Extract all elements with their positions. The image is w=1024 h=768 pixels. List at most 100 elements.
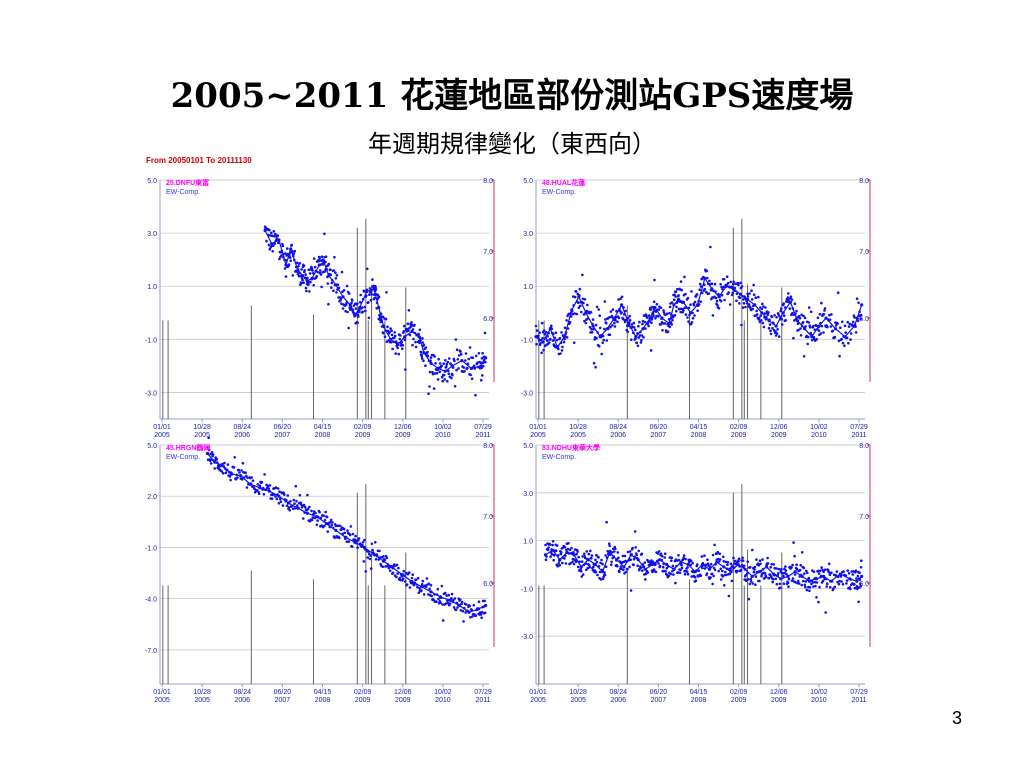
data-point	[292, 252, 296, 255]
data-point	[709, 576, 712, 579]
data-point	[281, 242, 284, 246]
data-point	[802, 314, 805, 318]
data-point	[273, 235, 276, 238]
data-point	[580, 560, 584, 563]
date-range-label: From 20050101 To 20111130	[146, 156, 252, 165]
data-point	[436, 366, 440, 371]
data-point	[747, 597, 751, 601]
data-point	[277, 494, 281, 498]
x-tick-label-year: 2011	[475, 432, 490, 439]
data-point	[317, 263, 321, 267]
x-tick-label-year: 2005	[154, 432, 170, 439]
data-point	[724, 284, 728, 288]
data-point	[369, 298, 373, 302]
data-point	[758, 559, 762, 562]
data-point	[278, 490, 281, 493]
data-point	[620, 295, 624, 299]
data-point	[632, 563, 635, 567]
x-tick-label-date: 01/01	[529, 424, 547, 431]
data-point	[732, 282, 735, 286]
chart-svg-ndhu: 5.03.01.0-1.0-3.08.07.06.001/01200510/28…	[521, 443, 871, 704]
data-point	[591, 568, 595, 572]
data-point	[416, 576, 420, 580]
data-point	[362, 560, 366, 563]
data-point	[564, 333, 567, 336]
data-point	[548, 327, 552, 331]
data-point	[716, 304, 719, 307]
data-point	[616, 564, 619, 568]
series-line	[264, 230, 487, 372]
data-point	[719, 567, 722, 571]
data-point	[483, 611, 487, 615]
data-point	[420, 583, 424, 586]
data-point	[239, 474, 243, 478]
data-point	[341, 532, 344, 536]
data-point	[820, 324, 824, 328]
data-point	[459, 609, 463, 612]
data-point	[592, 565, 595, 569]
data-point	[764, 306, 767, 309]
data-point	[286, 247, 289, 250]
station-label: 25.DNFU東富	[166, 178, 209, 187]
data-point	[859, 584, 862, 588]
data-point	[306, 493, 309, 497]
data-point	[597, 345, 601, 348]
x-tick-label-year: 2008	[691, 432, 707, 439]
data-point	[312, 257, 316, 260]
data-point	[699, 285, 703, 288]
data-point	[728, 303, 732, 306]
data-point	[854, 569, 858, 572]
data-point	[379, 316, 382, 319]
data-point	[757, 570, 762, 574]
data-point	[647, 314, 651, 317]
data-point	[645, 316, 649, 319]
data-point	[763, 316, 766, 319]
data-point	[560, 349, 564, 352]
data-point	[358, 301, 362, 304]
data-point	[450, 364, 454, 368]
data-point	[680, 288, 683, 292]
data-point	[332, 269, 336, 272]
data-point	[624, 309, 627, 313]
data-point	[577, 301, 580, 305]
data-point	[323, 232, 326, 236]
data-point	[588, 325, 592, 329]
data-point	[669, 572, 673, 576]
data-point	[628, 319, 632, 322]
data-point	[763, 312, 767, 315]
data-point	[737, 557, 741, 561]
data-point	[435, 593, 439, 596]
data-point	[405, 583, 409, 586]
data-point	[288, 256, 292, 259]
data-point	[766, 556, 769, 560]
data-point	[720, 293, 724, 297]
x-tick-label-date: 08/24	[233, 689, 251, 696]
data-point	[777, 572, 780, 575]
x-tick-label-date: 01/01	[153, 689, 171, 696]
data-point	[661, 322, 665, 325]
data-point	[270, 497, 274, 500]
data-point	[839, 575, 843, 578]
data-point	[583, 298, 587, 301]
data-point	[618, 307, 621, 311]
data-point	[570, 546, 573, 550]
data-point	[266, 484, 270, 488]
data-point	[559, 341, 563, 345]
x-tick-label-year: 2008	[691, 697, 707, 704]
data-point	[626, 316, 630, 320]
data-point	[361, 310, 364, 314]
data-point	[731, 293, 734, 297]
data-point	[463, 370, 466, 373]
x-tick-label-year: 2006	[610, 432, 626, 439]
data-point	[215, 461, 219, 464]
data-point	[555, 345, 559, 349]
data-point	[221, 472, 225, 475]
data-point	[680, 566, 684, 570]
data-point	[760, 311, 764, 315]
data-point	[422, 351, 426, 355]
data-point	[348, 303, 352, 307]
data-point	[419, 585, 424, 589]
data-point	[671, 564, 675, 568]
data-point	[578, 560, 581, 563]
data-point	[469, 616, 472, 619]
